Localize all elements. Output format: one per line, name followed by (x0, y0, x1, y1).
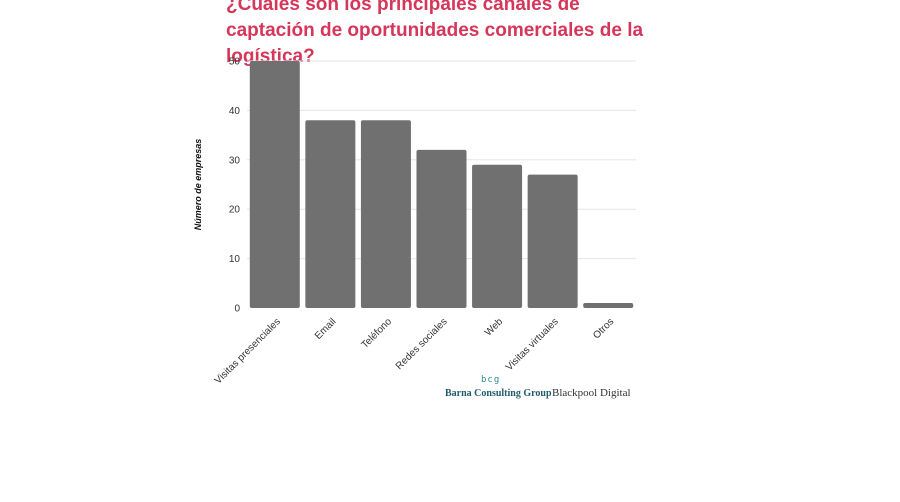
bcg-logo-text: Barna Consulting Group (445, 388, 552, 399)
x-tick-label: Teléfono (360, 316, 395, 351)
y-tick-label: 40 (229, 106, 241, 117)
y-axis-label: Número de empresas (193, 139, 203, 231)
y-tick-label: 10 (229, 254, 241, 265)
chart-title: ¿Cuáles son los principales canales de c… (226, 0, 644, 67)
x-tick-label: Visitas presenciales (213, 316, 283, 386)
blackpool-digital-logo-text: Blackpool Digital (552, 387, 631, 399)
bar (249, 61, 300, 308)
y-tick-label: 30 (229, 155, 241, 166)
y-tick-label: 50 (229, 57, 241, 68)
x-tick-label: Visitas virtuales (504, 316, 561, 373)
x-tick-label: Email (313, 316, 338, 341)
bcg-logo-mark: bcg (481, 375, 501, 385)
bar (583, 303, 634, 308)
y-tick-label: 0 (234, 304, 240, 315)
bar (527, 174, 578, 308)
bar (360, 120, 411, 308)
x-tick-label: Web (483, 316, 505, 338)
y-tick-label: 20 (229, 205, 241, 216)
bar (305, 120, 356, 308)
bar (416, 149, 467, 308)
bar (472, 164, 523, 308)
x-tick-label: Redes sociales (394, 316, 450, 372)
logo-footer: bcg Barna Consulting Group Blackpool Dig… (445, 375, 645, 405)
x-tick-label: Otros (591, 316, 616, 341)
